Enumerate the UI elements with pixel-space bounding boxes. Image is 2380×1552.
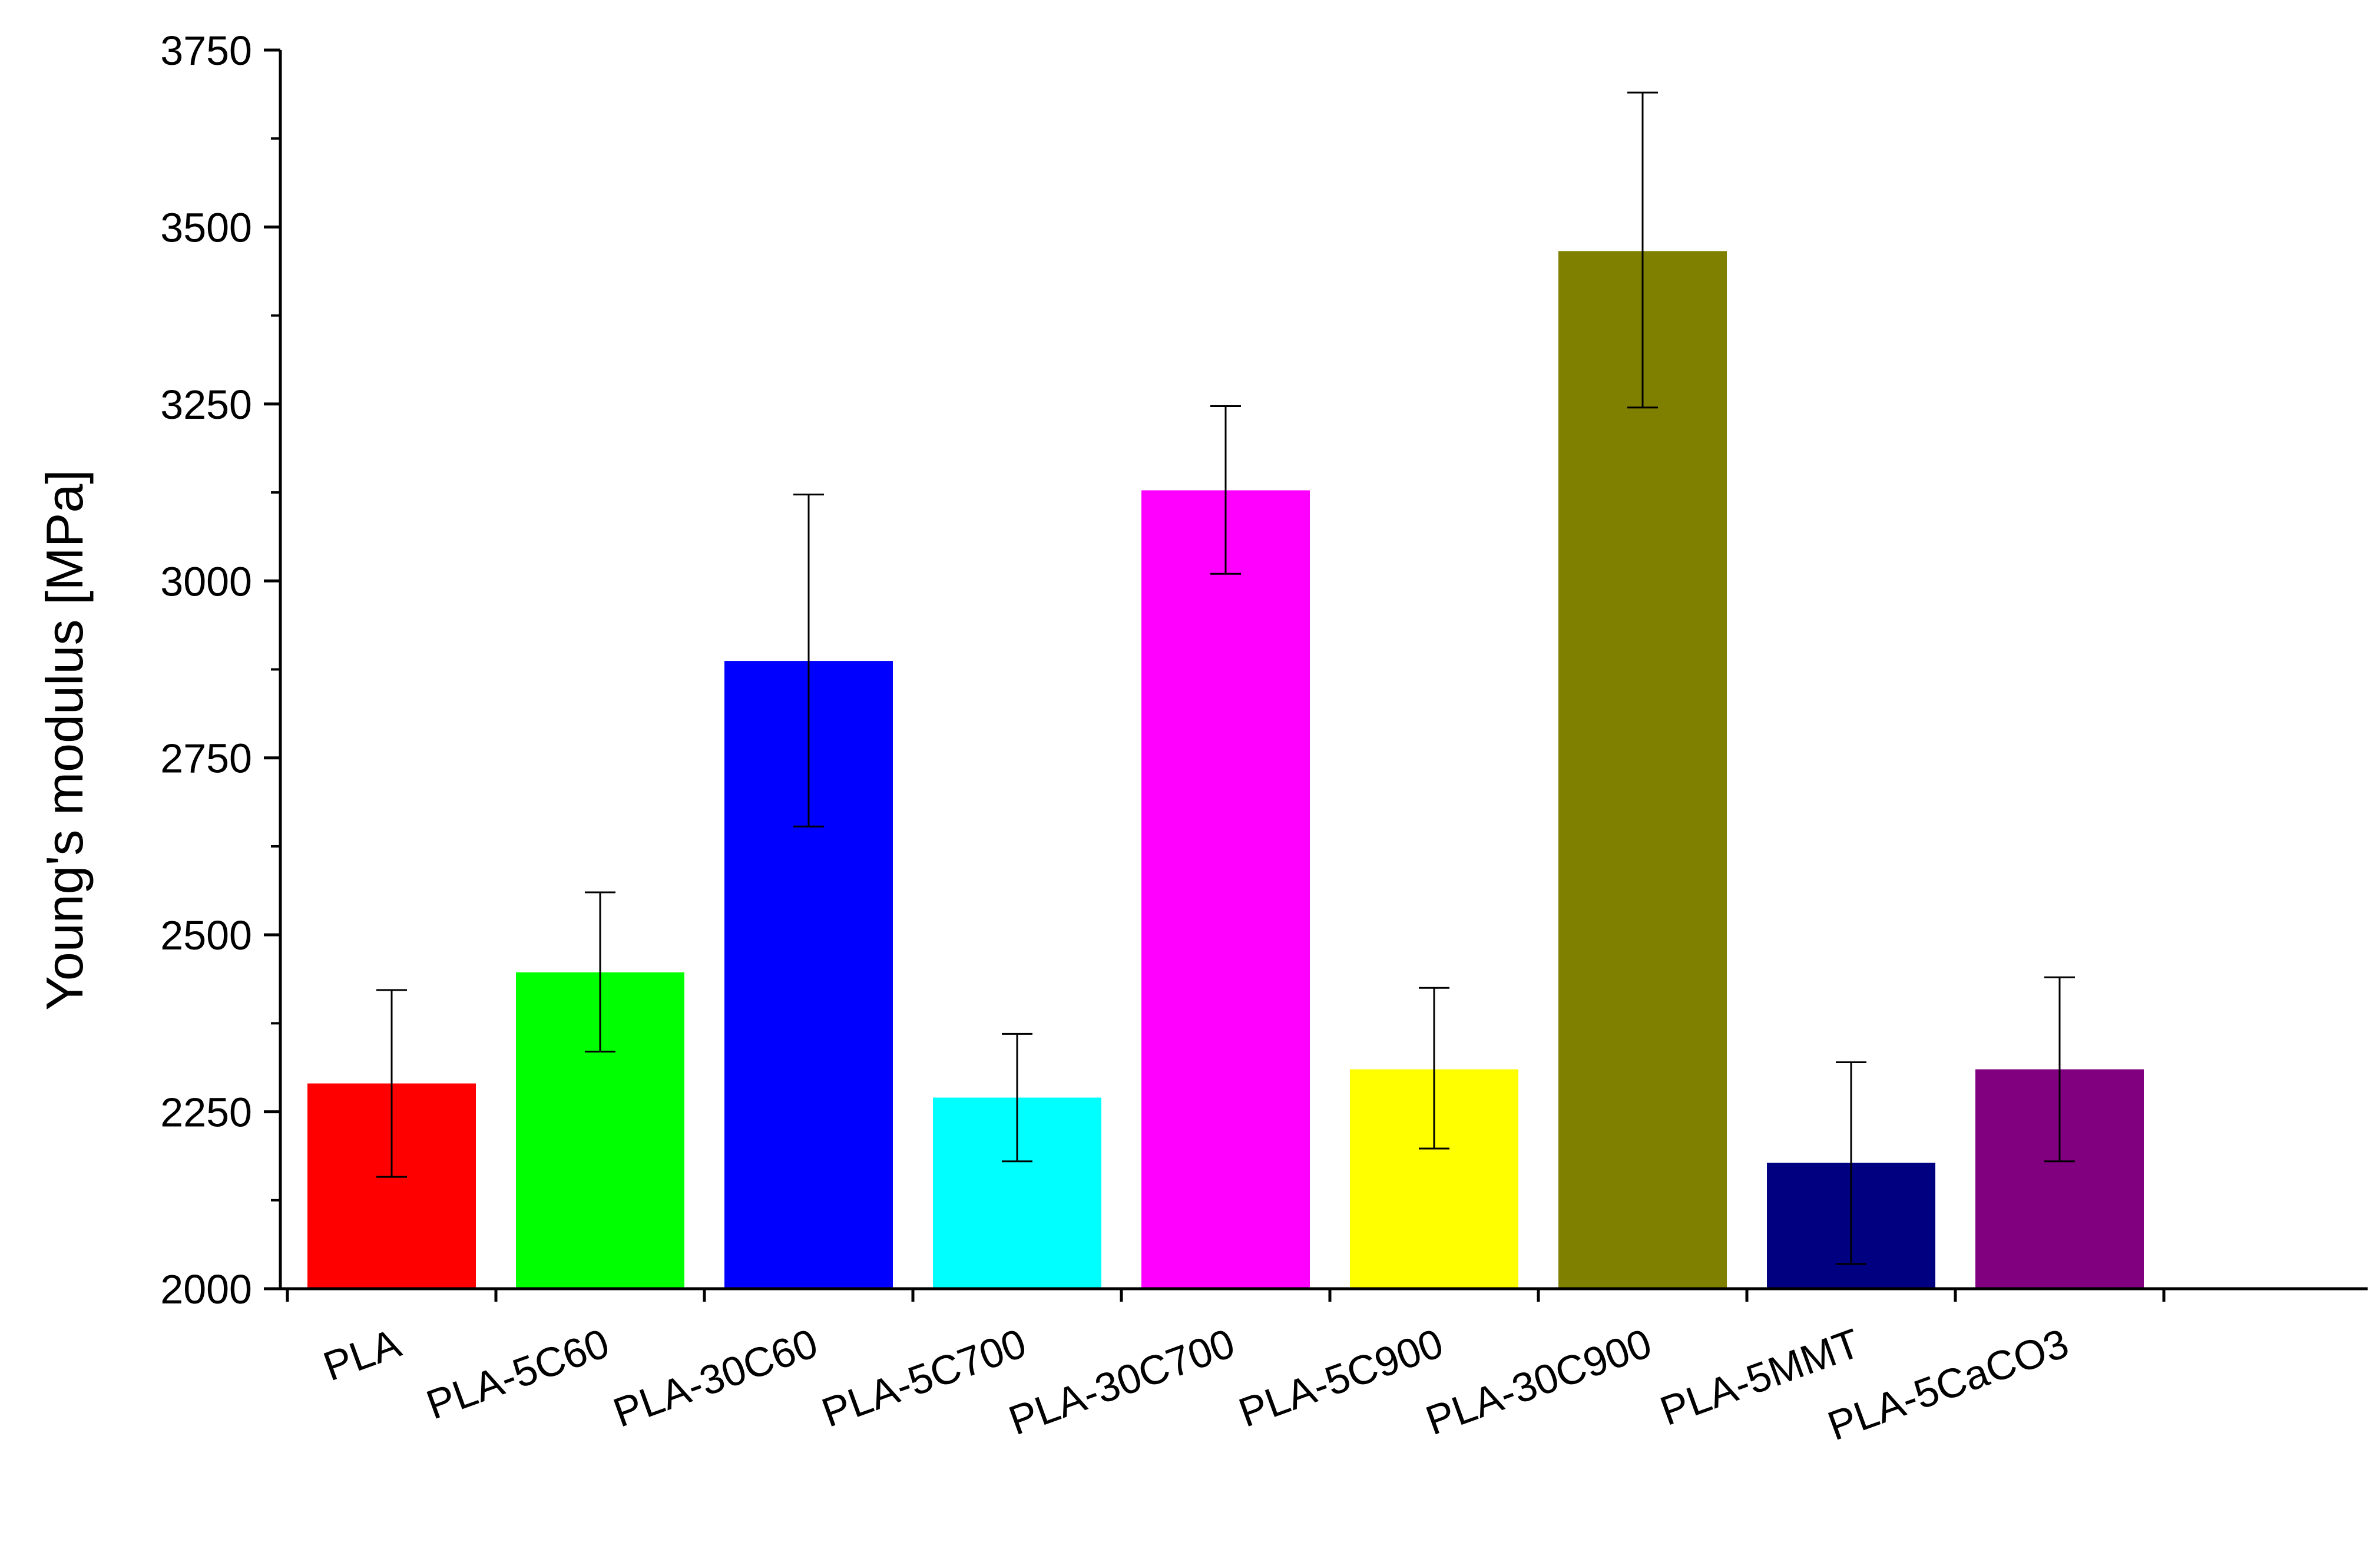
y-tick-label: 2250: [160, 1090, 252, 1136]
y-tick-label: 3500: [160, 204, 252, 250]
y-tick-label: 3000: [160, 558, 252, 604]
x-category-label: PLA-30C700: [1003, 1320, 1240, 1444]
x-category-label: PLA-30C60: [607, 1320, 823, 1436]
bar-pla-30c900: [1558, 251, 1727, 1289]
x-category-label: PLA-5C900: [1233, 1320, 1449, 1436]
x-category-label: PLA-5C700: [816, 1320, 1032, 1436]
x-category-label: PLA-5CaCO3: [1822, 1320, 2074, 1450]
y-tick-label: 2500: [160, 912, 252, 958]
error-bars-group: [376, 91, 2075, 1265]
error-bar-pla-30c700: [1210, 405, 1241, 575]
y-tick-label: 2000: [160, 1266, 252, 1312]
y-axis-title: Young's modulus [MPa]: [35, 469, 94, 1011]
x-category-label: PLA-30C900: [1420, 1320, 1657, 1444]
error-bar-pla-5c60: [585, 891, 615, 1053]
bars-group: [307, 251, 2144, 1289]
y-tick-label: 2750: [160, 736, 252, 782]
y-tick-label: 3250: [160, 382, 252, 428]
error-bar-pla: [376, 989, 407, 1178]
error-bar-pla-5c900: [1419, 987, 1449, 1150]
error-bar-pla-5mmt: [1836, 1061, 1866, 1265]
y-tick-label: 3750: [160, 28, 252, 74]
y-ticks-group: 2000 2250 2500 2750 3000 3250 3500 3750: [160, 28, 280, 1312]
x-ticks-group: PLA PLA-5C60PLA-30C60PLA-5C700PLA-30C700P…: [286, 1289, 2166, 1450]
x-category-label: PLA: [317, 1320, 406, 1390]
error-bar-pla-30c900: [1627, 91, 1658, 409]
error-bar-pla-30c60: [793, 494, 824, 828]
bar-pla-30c700: [1141, 490, 1310, 1289]
x-category-label: PLA-5C60: [421, 1320, 615, 1428]
error-bar-pla-5caco3: [2044, 976, 2075, 1163]
error-bar-pla-5c700: [1002, 1033, 1032, 1163]
